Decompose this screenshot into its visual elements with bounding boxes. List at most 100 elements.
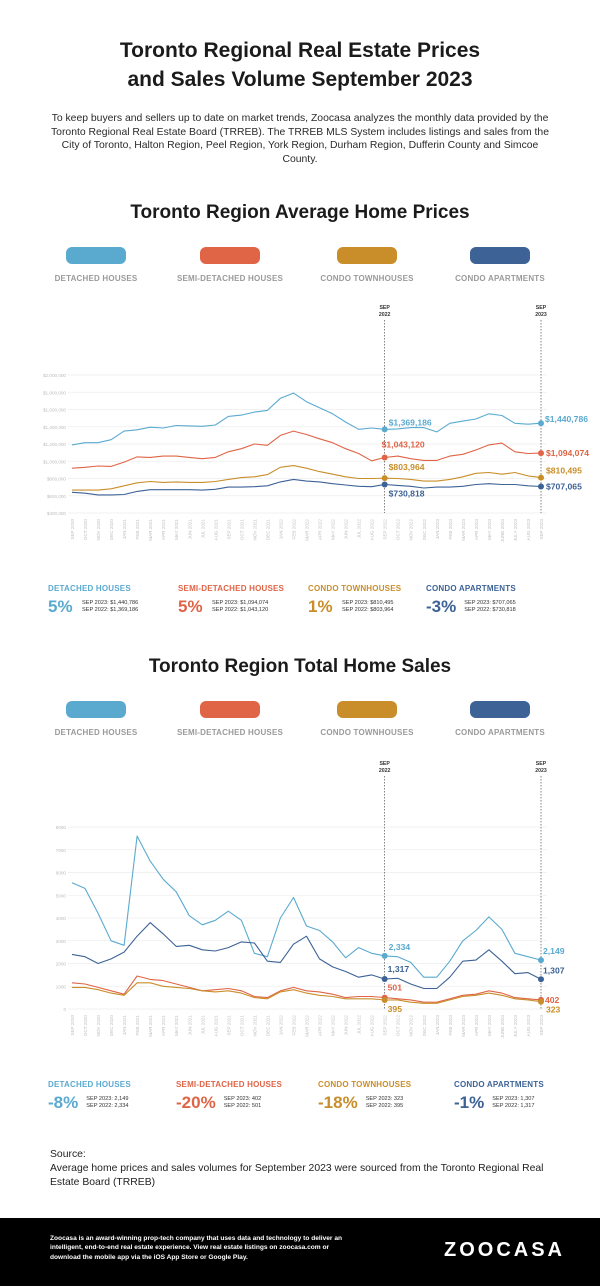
series-point xyxy=(381,481,388,488)
prices-legend-townhouse: CONDO TOWNHOUSES xyxy=(307,247,427,283)
source-text: Average home prices and sales volumes fo… xyxy=(50,1163,544,1188)
stat-line-2022: SEP 2022: $730,818 xyxy=(464,607,516,613)
source-heading: Source: xyxy=(50,1149,86,1160)
x-tick-label: DEC 2022 xyxy=(422,1015,427,1037)
x-tick-label: MAY 2023 xyxy=(487,1015,492,1036)
y-tick-label: $1,600,000 xyxy=(43,408,66,413)
x-tick-label: JAN 2022 xyxy=(278,519,283,540)
x-tick-label: JAN 2021 xyxy=(122,519,127,540)
stat-line-2023: SEP 2023: $707,065 xyxy=(464,599,516,606)
data-label: $803,964 xyxy=(389,462,425,472)
x-tick-label: JUNE 2023 xyxy=(500,519,505,543)
title-line-2: and Sales Volume September 2023 xyxy=(127,68,473,91)
x-tick-label: SEP 2022 xyxy=(383,1015,388,1036)
y-tick-label: 1000 xyxy=(56,984,67,989)
x-tick-label: SEP 2022 xyxy=(383,519,388,540)
sales-legend-detached: DETACHED HOUSES xyxy=(36,701,156,737)
stat-percent: -8% xyxy=(48,1093,79,1112)
prices-chart-title: Toronto Region Average Home Prices xyxy=(130,202,470,223)
y-tick-label: 2000 xyxy=(56,962,67,967)
series-point xyxy=(381,426,388,433)
x-tick-label: AUG 2023 xyxy=(526,1015,531,1037)
stat-detail: SEP 2023: 402 SEP 2022: 501 xyxy=(224,1096,262,1111)
legend-label: CONDO TOWNHOUSES xyxy=(320,274,414,283)
legend-swatch xyxy=(470,247,530,264)
x-tick-label: MAR 2021 xyxy=(148,1015,153,1037)
stat-line-2022: SEP 2022: 2,334 xyxy=(86,1103,129,1109)
x-tick-label: FEB 2023 xyxy=(448,519,453,540)
intro-text: To keep buyers and sellers up to date on… xyxy=(50,113,549,165)
x-tick-label: JUN 2022 xyxy=(344,1015,349,1036)
prices-legend-apartment: CONDO APARTMENTS xyxy=(440,247,560,283)
data-label: $707,065 xyxy=(546,482,582,492)
stat-line-2023: SEP 2023: 323 xyxy=(365,1095,404,1102)
stat-line-2022: SEP 2022: 1,317 xyxy=(492,1103,535,1109)
sales-stat-semi: SEMI-DETACHED HOUSES -20% SEP 2023: 402 S… xyxy=(176,1080,306,1113)
legend-swatch xyxy=(337,701,397,718)
x-tick-label: APR 2021 xyxy=(161,1015,166,1036)
y-tick-label: 3000 xyxy=(56,939,67,944)
data-label: 2,334 xyxy=(389,942,411,952)
prices-stat-semi: SEMI-DETACHED HOUSES 5% SEP 2023: $1,094… xyxy=(178,584,308,617)
x-tick-label: JUN 2021 xyxy=(187,1015,192,1036)
legend-label: CONDO TOWNHOUSES xyxy=(320,728,414,737)
series-line xyxy=(71,392,542,446)
x-tick-label: DEC 2021 xyxy=(265,1015,270,1037)
series-line xyxy=(71,430,542,469)
y-tick-label: $800,000 xyxy=(47,477,67,482)
marker-label-month: SEP xyxy=(536,305,547,311)
data-label: $1,369,186 xyxy=(389,417,432,427)
series-line xyxy=(71,835,542,978)
x-tick-label: OCT 2020 xyxy=(83,519,88,541)
series-point xyxy=(381,976,388,983)
x-tick-label: MAY 2023 xyxy=(487,519,492,540)
series-line xyxy=(71,922,542,990)
stat-detail: SEP 2023: $707,065 SEP 2022: $730,818 xyxy=(464,600,516,615)
marker-label-year: 2022 xyxy=(379,768,391,774)
x-tick-label: DEC 2020 xyxy=(109,1015,114,1037)
x-tick-label: NOV 2021 xyxy=(252,519,257,541)
x-tick-label: AUG 2022 xyxy=(370,1015,375,1037)
stat-line-2023: SEP 2023: 2,149 xyxy=(86,1095,129,1102)
series-point xyxy=(381,952,388,959)
x-tick-label: MAR 2021 xyxy=(148,519,153,541)
stat-detail: SEP 2023: $1,094,074 SEP 2022: $1,043,120 xyxy=(212,600,268,615)
series-point xyxy=(381,475,388,482)
x-tick-label: NOV 2022 xyxy=(409,519,414,541)
marker-label-month: SEP xyxy=(379,305,390,311)
stat-line-2023: SEP 2023: 1,307 xyxy=(492,1095,535,1102)
series-point xyxy=(381,997,388,1004)
x-tick-label: JULY 2023 xyxy=(513,1015,518,1038)
x-tick-label: DEC 2022 xyxy=(422,519,427,541)
stat-line-2023: SEP 2023: $1,440,786 xyxy=(82,599,139,606)
x-tick-label: SEP 2021 xyxy=(226,519,231,540)
stat-name: SEMI-DETACHED HOUSES xyxy=(178,584,285,593)
x-tick-label: JAN 2021 xyxy=(122,1015,127,1036)
stat-percent: -1% xyxy=(454,1093,485,1112)
y-tick-label: 0 xyxy=(63,1007,66,1012)
legend-swatch xyxy=(66,247,126,264)
x-tick-label: NOV 2021 xyxy=(252,1015,257,1037)
x-tick-label: AUG 2021 xyxy=(213,519,218,541)
data-label: 1,307 xyxy=(543,965,565,975)
legend-label: SEMI-DETACHED HOUSES xyxy=(176,274,284,283)
stat-name: DETACHED HOUSES xyxy=(48,1080,131,1089)
series-point xyxy=(538,998,544,1005)
stat-name: CONDO TOWNHOUSES xyxy=(308,584,402,593)
legend-label: DETACHED HOUSES xyxy=(54,274,138,283)
x-tick-label: APR 2022 xyxy=(318,519,323,540)
y-tick-label: 5000 xyxy=(56,893,67,898)
data-label: $1,094,074 xyxy=(546,448,589,458)
stat-line-2023: SEP 2023: 402 xyxy=(223,1095,262,1102)
x-tick-label: JAN 2023 xyxy=(435,519,440,540)
legend-label: CONDO APARTMENTS xyxy=(455,274,545,283)
series-point xyxy=(538,420,544,427)
footer-text: Zoocasa is an award-winning prop-tech co… xyxy=(50,1235,343,1261)
stat-detail: SEP 2023: $1,440,786 SEP 2022: $1,369,186 xyxy=(82,600,138,615)
series-point xyxy=(381,454,388,461)
series-line xyxy=(72,465,542,491)
y-tick-label: $1,200,000 xyxy=(43,442,66,447)
x-tick-label: AUG 2022 xyxy=(370,519,375,541)
x-tick-label: JUNE 2023 xyxy=(500,1015,505,1039)
x-tick-label: MAY 2021 xyxy=(174,1015,179,1036)
